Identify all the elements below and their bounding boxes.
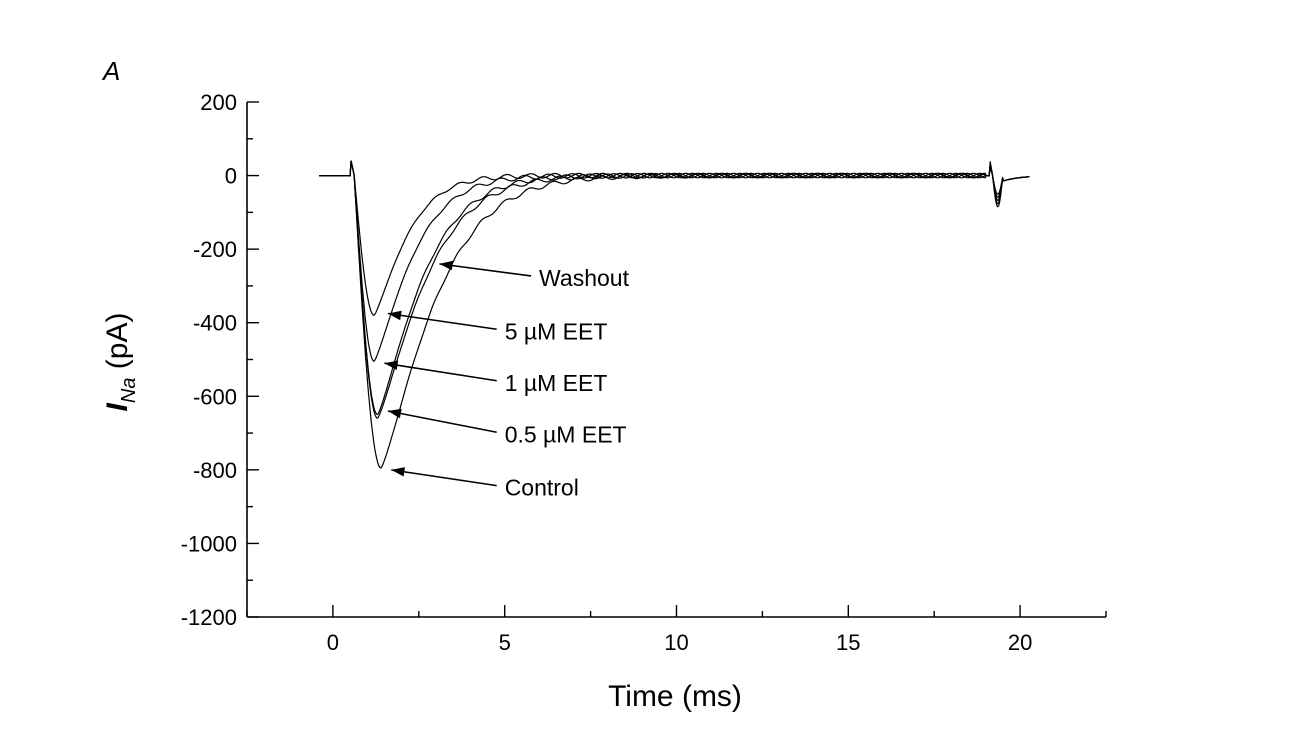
x-tick-label: 20 (1008, 630, 1032, 655)
trace-line (319, 160, 1030, 416)
y-tick-label: -1000 (181, 531, 237, 556)
y-axis-title-subscript: Na (118, 378, 140, 404)
annotation-label: 1 µM EET (505, 370, 608, 396)
y-axis-title-main: I (101, 402, 134, 411)
x-ticks: 0 5 10 15 20 (246, 605, 1107, 655)
annotation-arrowhead (384, 360, 399, 370)
y-ticks: 200 0 -200 -400 -600 -800 -1000 -1200 (181, 90, 259, 630)
annotation-arrow (387, 410, 497, 434)
annotation-arrowhead (387, 310, 402, 321)
annotation-arrow (439, 263, 532, 277)
trace-line (319, 160, 1030, 469)
y-tick-label: -200 (193, 237, 237, 262)
annotation-arrow (387, 312, 497, 331)
y-tick-label: -400 (193, 311, 237, 336)
annotation-arrowhead (391, 467, 405, 477)
trace-line (319, 160, 1030, 317)
x-axis-title: Time (ms) (608, 680, 742, 713)
y-tick-label: -800 (193, 458, 237, 483)
annotation-arrowhead (387, 408, 402, 419)
trace-line (319, 160, 1030, 419)
x-tick-label: 10 (664, 630, 688, 655)
x-tick-label: 15 (836, 630, 860, 655)
y-tick-label: 0 (225, 164, 237, 189)
annotation-label: 5 µM EET (505, 318, 608, 344)
current-traces (319, 160, 1030, 469)
annotation-label: Washout (539, 265, 630, 291)
y-axis-title-unit: (pA) (101, 313, 134, 378)
panel-label: A (101, 56, 120, 86)
y-tick-label: -1200 (181, 605, 237, 630)
annotation-label: 0.5 µM EET (505, 421, 627, 447)
annotation-label: Control (505, 475, 579, 501)
y-tick-label: -600 (193, 384, 237, 409)
annotation-arrow (384, 362, 497, 382)
y-axis-title: INa (pA) (101, 313, 140, 412)
x-tick-label: 0 (327, 630, 339, 655)
x-tick-label: 5 (499, 630, 511, 655)
trace-line (319, 160, 1030, 363)
y-tick-label: 200 (200, 90, 237, 115)
annotation-arrow (391, 469, 497, 487)
trace-annotations: Washout 5 µM EET 1 µM EET 0.5 µM EET Control (384, 260, 630, 501)
annotation-arrowhead (439, 260, 454, 271)
